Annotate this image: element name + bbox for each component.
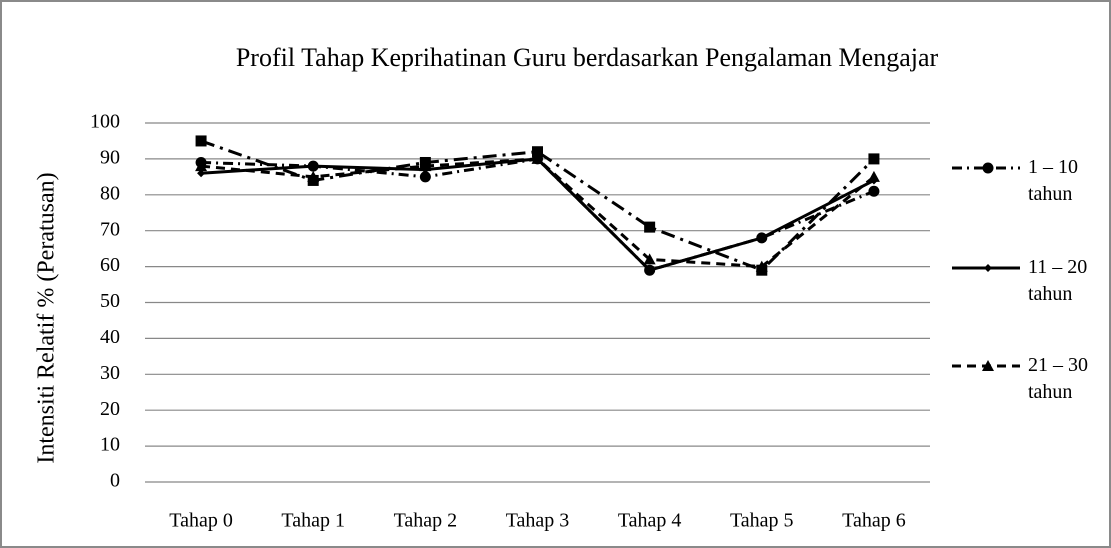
y-tick-label: 50 (100, 290, 120, 312)
y-tick-label: 30 (100, 362, 120, 384)
point-marker (419, 156, 431, 168)
chart-title: Profil Tahap Keprihatinan Guru berdasark… (236, 43, 939, 72)
y-tick-label: 10 (100, 434, 120, 456)
point-marker (984, 264, 992, 272)
x-tick-label: Tahap 3 (506, 510, 570, 532)
legend-label: 21 – 30 tahun (1028, 354, 1088, 403)
point-marker (307, 174, 319, 186)
x-tick-label: Tahap 5 (730, 510, 794, 532)
point-marker (197, 169, 206, 178)
point-marker (867, 170, 880, 182)
y-tick-label: 90 (100, 146, 120, 168)
point-marker (419, 171, 431, 183)
point-marker (309, 162, 318, 171)
y-tick-label: 100 (90, 111, 120, 133)
legend-label: 11 – 20 tahun (1028, 256, 1088, 305)
point-marker (644, 221, 656, 233)
x-tick-label: Tahap 6 (842, 510, 906, 532)
point-marker (756, 264, 768, 276)
y-axis-label: Intensiti Relatif % (Peratusan) (34, 172, 60, 463)
x-tick-label: Tahap 1 (281, 510, 345, 532)
point-marker (757, 233, 766, 242)
x-tick-label: Tahap 0 (169, 510, 233, 532)
point-marker (982, 360, 994, 371)
point-marker (645, 266, 654, 275)
point-marker (195, 135, 207, 147)
point-marker (532, 146, 543, 158)
point-marker (868, 153, 880, 165)
y-tick-label: 0 (110, 470, 120, 492)
point-marker (643, 253, 656, 265)
point-marker (195, 160, 208, 172)
y-tick-label: 20 (100, 398, 120, 420)
point-marker (868, 185, 880, 197)
legend-label: 1 – 10 tahun (1028, 156, 1078, 205)
y-tick-label: 40 (100, 326, 120, 348)
y-tick-label: 60 (100, 254, 120, 276)
point-marker (531, 152, 544, 164)
x-tick-label: Tahap 2 (394, 510, 458, 532)
y-tick-label: 80 (100, 182, 120, 204)
point-marker (982, 162, 994, 174)
y-tick-label: 70 (100, 218, 120, 240)
x-tick-label: Tahap 4 (618, 510, 682, 532)
